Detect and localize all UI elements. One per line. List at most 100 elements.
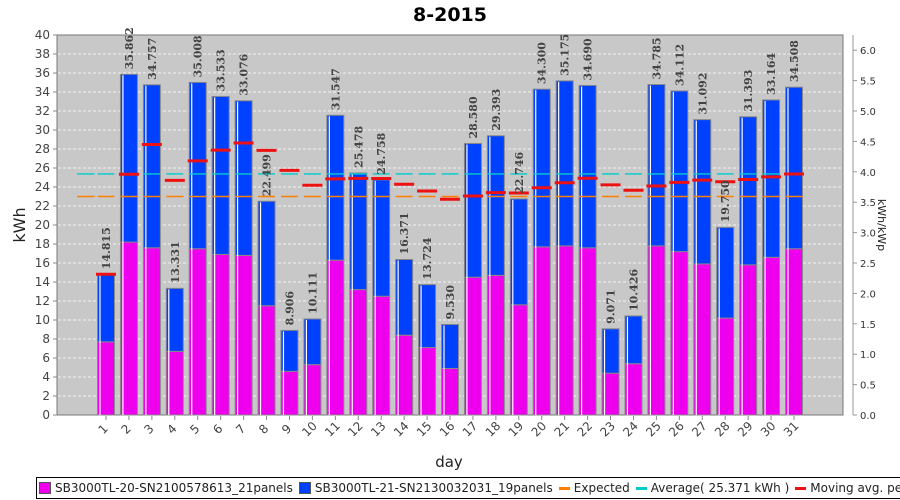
y2-tick-label: 5.5 — [860, 77, 876, 88]
y-tick-label: 4 — [42, 370, 50, 384]
x-tick-label: 28 — [712, 419, 733, 440]
x-tick-label: 15 — [414, 419, 435, 440]
x-tick-label: 9 — [279, 422, 294, 437]
value-label: 34.508 — [788, 40, 801, 82]
x-axis-label: day — [435, 453, 463, 471]
x-tick-label: 24 — [620, 419, 641, 440]
bar-segment-inverter-21 — [119, 73, 138, 243]
x-tick-label: 10 — [299, 419, 320, 440]
x-tick-label: 23 — [597, 419, 618, 440]
bar-segment-inverter-21 — [303, 318, 322, 366]
y2-tick-label: 6.0 — [860, 46, 876, 57]
bar-segment-inverter-21 — [532, 88, 551, 248]
value-label: 34.785 — [650, 37, 663, 79]
y-tick-label: 10 — [35, 313, 50, 327]
bar-segment-inverter-21 — [555, 80, 574, 247]
bar-segment-inverter-21 — [326, 114, 345, 261]
x-axis: 1 2 3 4 5 6 7 8 9 10 11 12 13 14 15 16 17 18 19 20 21 22 23 24 2… — [96, 416, 802, 440]
value-label: 31.092 — [696, 73, 709, 115]
bar-segment-inverter-21 — [716, 226, 735, 319]
bar-segment-inverter-21 — [234, 100, 253, 256]
value-label: 35.862 — [123, 27, 136, 69]
bar-segment-inverter-21 — [418, 284, 437, 349]
value-label: 10.426 — [627, 269, 640, 311]
y-tick-label: 30 — [35, 123, 50, 137]
x-tick-label: 30 — [758, 419, 779, 440]
y2-tick-label: 5.0 — [860, 107, 876, 118]
legend-label: SB3000TL-20-SN2100578613_21panels — [55, 481, 293, 495]
legend: SB3000TL-20-SN2100578613_21panels SB3000… — [36, 477, 900, 499]
y2-tick-label: 1.5 — [860, 320, 876, 331]
value-label: 31.393 — [742, 70, 755, 112]
bar-segment-inverter-21 — [785, 86, 803, 250]
legend-item-inverter-20: SB3000TL-20-SN2100578613_21panels — [39, 481, 293, 495]
y-tick-label: 16 — [35, 256, 50, 270]
y-tick-label: 6 — [42, 351, 50, 365]
y-tick-label: 2 — [42, 389, 50, 403]
value-label: 13.331 — [169, 241, 182, 283]
value-label: 14.815 — [100, 227, 113, 269]
x-tick-label: 3 — [141, 422, 156, 437]
bar-segment-inverter-21 — [165, 287, 184, 352]
bar-segment-inverter-21 — [257, 200, 276, 307]
legend-label: Average( 25.371 kWh ) — [650, 481, 790, 495]
y-tick-label: 38 — [35, 47, 50, 61]
y2-tick-label: 0.0 — [860, 411, 876, 422]
x-tick-label: 19 — [506, 419, 527, 440]
bar-segment-inverter-21 — [395, 258, 414, 336]
legend-item-expected: Expected — [558, 481, 630, 495]
bar-segment-inverter-21 — [441, 323, 459, 369]
bar-segment-inverter-21 — [349, 172, 368, 291]
y2-tick-label: 3.5 — [860, 198, 876, 209]
value-label: 34.300 — [536, 42, 549, 84]
x-tick-label: 11 — [322, 419, 343, 440]
bar-segment-inverter-21 — [463, 142, 482, 278]
x-tick-label: 22 — [574, 419, 595, 440]
value-label: 29.393 — [490, 89, 503, 131]
y-tick-label: 18 — [35, 237, 50, 251]
value-labels: 14.815 35.862 34.757 13.331 35.008 33.533 33.0… — [100, 27, 801, 325]
y-tick-label: 28 — [35, 142, 50, 156]
value-label: 9.530 — [444, 285, 457, 320]
x-tick-label: 20 — [529, 419, 550, 440]
value-label: 13.724 — [421, 237, 434, 279]
x-tick-label: 16 — [437, 419, 458, 440]
bar-segment-inverter-21 — [762, 99, 781, 258]
value-label: 24.758 — [375, 132, 388, 174]
legend-item-average: Average( 25.371 kWh ) — [635, 481, 790, 495]
x-tick-label: 18 — [483, 419, 504, 440]
x-tick-label: 2 — [118, 422, 133, 437]
y2-tick-label: 4.0 — [860, 168, 876, 179]
value-label: 28.580 — [467, 96, 480, 138]
legend-swatch-orange-line — [558, 486, 570, 490]
value-label: 22.746 — [513, 151, 526, 193]
x-tick-label: 12 — [345, 419, 366, 440]
bar-segment-inverter-21 — [509, 198, 528, 306]
legend-label: SB3000TL-21-SN2130032031_19panels — [314, 481, 553, 495]
y-tick-label: 36 — [35, 66, 50, 80]
bar-segment-inverter-21 — [578, 84, 597, 249]
y-axis-right: 0.0 0.5 1.0 1.5 2.0 2.5 3.0 3.5 4.0 4.5 5.0 5.5 6.0 — [852, 35, 876, 422]
value-label: 33.164 — [765, 52, 778, 94]
x-tick-label: 31 — [781, 419, 802, 440]
y-tick-label: 14 — [35, 275, 50, 289]
legend-item-inverter-21: SB3000TL-21-SN2130032031_19panels — [298, 481, 553, 495]
x-tick-label: 7 — [233, 422, 248, 437]
y2-tick-label: 2.5 — [860, 259, 876, 270]
y-tick-label: 20 — [35, 218, 50, 232]
y2-tick-label: 1.0 — [860, 350, 876, 361]
legend-swatch-cyan-line — [635, 486, 647, 490]
value-label: 31.547 — [329, 68, 342, 110]
x-tick-label: 13 — [368, 419, 389, 440]
x-tick-label: 21 — [551, 419, 572, 440]
x-tick-label: 26 — [666, 419, 687, 440]
legend-swatch-red-line — [795, 486, 807, 490]
y-tick-label: 34 — [35, 85, 50, 99]
y-tick-label: 24 — [35, 180, 50, 194]
legend-swatch-magenta — [39, 482, 51, 494]
x-tick-label: 25 — [643, 419, 664, 440]
bar-segment-inverter-21 — [647, 84, 666, 247]
bar-segment-inverter-21 — [739, 116, 758, 266]
